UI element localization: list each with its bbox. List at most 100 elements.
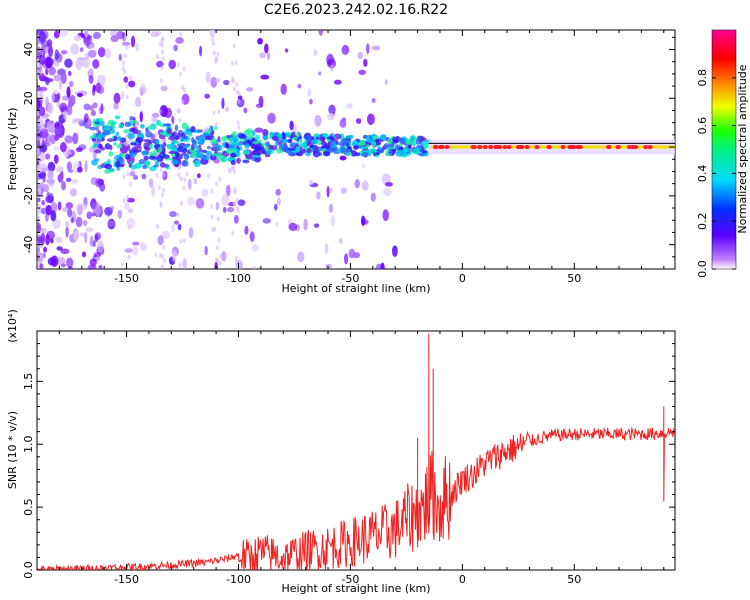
heatmap-noise-cell	[328, 104, 336, 116]
spectrogram-ylabel: Frequency (Hz)	[6, 108, 19, 191]
colorbar-tick-label: 0.6	[696, 117, 709, 135]
heatmap-noise-cell	[64, 58, 73, 68]
heatmap-noise-cell	[67, 266, 73, 269]
heatmap-noise-cell	[206, 173, 211, 179]
heatmap-peak-cell	[471, 145, 477, 150]
heatmap-streak-cell	[127, 225, 131, 231]
heatmap-noise-cell	[264, 43, 269, 54]
heatmap-streak-cell	[162, 187, 166, 193]
heatmap-carrier-cell	[197, 137, 205, 145]
heatmap-noise-cell	[318, 30, 323, 36]
heatmap-noise-cell	[99, 182, 106, 192]
heatmap-carrier-cell	[238, 146, 243, 151]
heatmap-noise-cell	[66, 104, 73, 116]
heatmap-noise-cell	[92, 84, 96, 92]
heatmap-streak-cell	[237, 91, 241, 97]
heatmap-noise-cell	[45, 153, 51, 160]
heatmap-noise-cell	[66, 150, 73, 156]
heatmap-noise-cell	[94, 204, 102, 217]
heatmap-noise-cell	[127, 208, 133, 214]
heatmap-streak-cell	[179, 176, 183, 182]
heatmap-noise-cell	[237, 199, 246, 206]
heatmap-streak-cell	[212, 50, 216, 56]
heatmap-streak-cell	[122, 60, 126, 66]
heatmap-carrier-cell	[358, 141, 367, 146]
heatmap-carrier-cell	[158, 146, 163, 153]
heatmap-carrier-cell	[254, 134, 260, 140]
heatmap-noise-cell	[329, 187, 333, 194]
heatmap-noise-cell	[383, 187, 392, 197]
heatmap-carrier-cell	[184, 135, 189, 140]
heatmap-noise-cell	[339, 155, 347, 161]
heatmap-noise-cell	[89, 43, 94, 49]
heatmap-carrier-cell	[349, 134, 354, 139]
heatmap-carrier-cell	[94, 158, 100, 162]
heatmap-carrier-cell	[387, 137, 393, 145]
heatmap-noise-cell	[288, 222, 298, 232]
heatmap-carrier-cell	[190, 143, 195, 151]
heatmap-noise-cell	[375, 263, 383, 269]
heatmap-noise-cell	[267, 112, 276, 124]
heatmap-carrier-cell	[262, 134, 268, 141]
colorbar-gradient	[711, 29, 737, 270]
heatmap-streak-cell	[127, 254, 131, 260]
heatmap-streak-cell	[211, 226, 215, 232]
heatmap-carrier-cell	[198, 144, 202, 148]
heatmap-noise-cell	[69, 94, 76, 106]
heatmap-streak-cell	[160, 138, 164, 144]
heatmap-noise-cell	[160, 85, 168, 92]
heatmap-noise-cell	[313, 223, 320, 228]
heatmap-noise-cell	[74, 118, 83, 123]
heatmap-carrier-cell	[116, 144, 123, 149]
heatmap-carrier-cell	[388, 148, 393, 155]
heatmap-noise-cell	[324, 243, 329, 254]
heatmap-carrier-cell	[110, 121, 117, 125]
heatmap-streak-cell	[215, 77, 219, 83]
heatmap-carrier-cell	[242, 149, 247, 156]
heatmap-noise-cell	[43, 246, 48, 253]
heatmap-carrier-cell	[135, 136, 144, 144]
heatmap-streak-cell	[215, 57, 219, 63]
heatmap-carrier-cell	[168, 136, 176, 141]
heatmap-carrier-cell	[415, 138, 421, 145]
heatmap-carrier-cell	[362, 134, 368, 139]
heatmap-noise-cell	[168, 59, 177, 70]
snr-frame	[36, 330, 676, 571]
heatmap-noise-cell	[354, 179, 360, 189]
heatmap-noise-cell	[97, 47, 106, 58]
heatmap-noise-cell	[393, 249, 397, 255]
heatmap-carrier-cell	[183, 153, 190, 160]
heatmap-carrier-cell	[269, 132, 277, 136]
heatmap-noise-cell	[92, 59, 100, 69]
heatmap-carrier-cell	[312, 150, 321, 158]
heatmap-noise-cell	[124, 201, 130, 211]
heatmap-noise-cell	[204, 245, 208, 256]
heatmap-noise-cell	[62, 110, 67, 120]
heatmap-noise-cell	[328, 203, 334, 213]
heatmap-streak-cell	[160, 37, 164, 43]
heatmap-carrier-cell	[288, 151, 296, 157]
heatmap-noise-cell	[187, 196, 196, 206]
heatmap-noise-cell	[157, 235, 164, 246]
heatmap-carrier-cell	[142, 164, 147, 170]
heatmap-streak-cell	[157, 185, 161, 191]
heatmap-streak-cell	[182, 185, 186, 191]
heatmap-noise-cell	[50, 255, 59, 267]
heatmap-noise-cell	[84, 160, 88, 173]
heatmap-noise-cell	[47, 39, 53, 48]
heatmap-carrier-cell	[226, 134, 231, 139]
heatmap-noise-cell	[37, 98, 41, 110]
heatmap-noise-cell	[47, 170, 54, 180]
heatmap-noise-cell	[73, 229, 80, 241]
heatmap-streak-cell	[178, 262, 182, 268]
heatmap-streak-cell	[179, 238, 183, 244]
heatmap-streak-cell	[181, 99, 185, 105]
heatmap-noise-cell	[39, 263, 44, 269]
snr-series-line	[37, 333, 675, 570]
heatmap-noise-cell	[48, 178, 55, 187]
spectrogram-ytick-label: 20	[22, 91, 35, 105]
heatmap-carrier-cell	[176, 132, 182, 139]
heatmap-carrier-cell	[143, 155, 148, 162]
heatmap-peak-cell	[439, 145, 445, 150]
heatmap-carrier-cell	[285, 131, 292, 137]
